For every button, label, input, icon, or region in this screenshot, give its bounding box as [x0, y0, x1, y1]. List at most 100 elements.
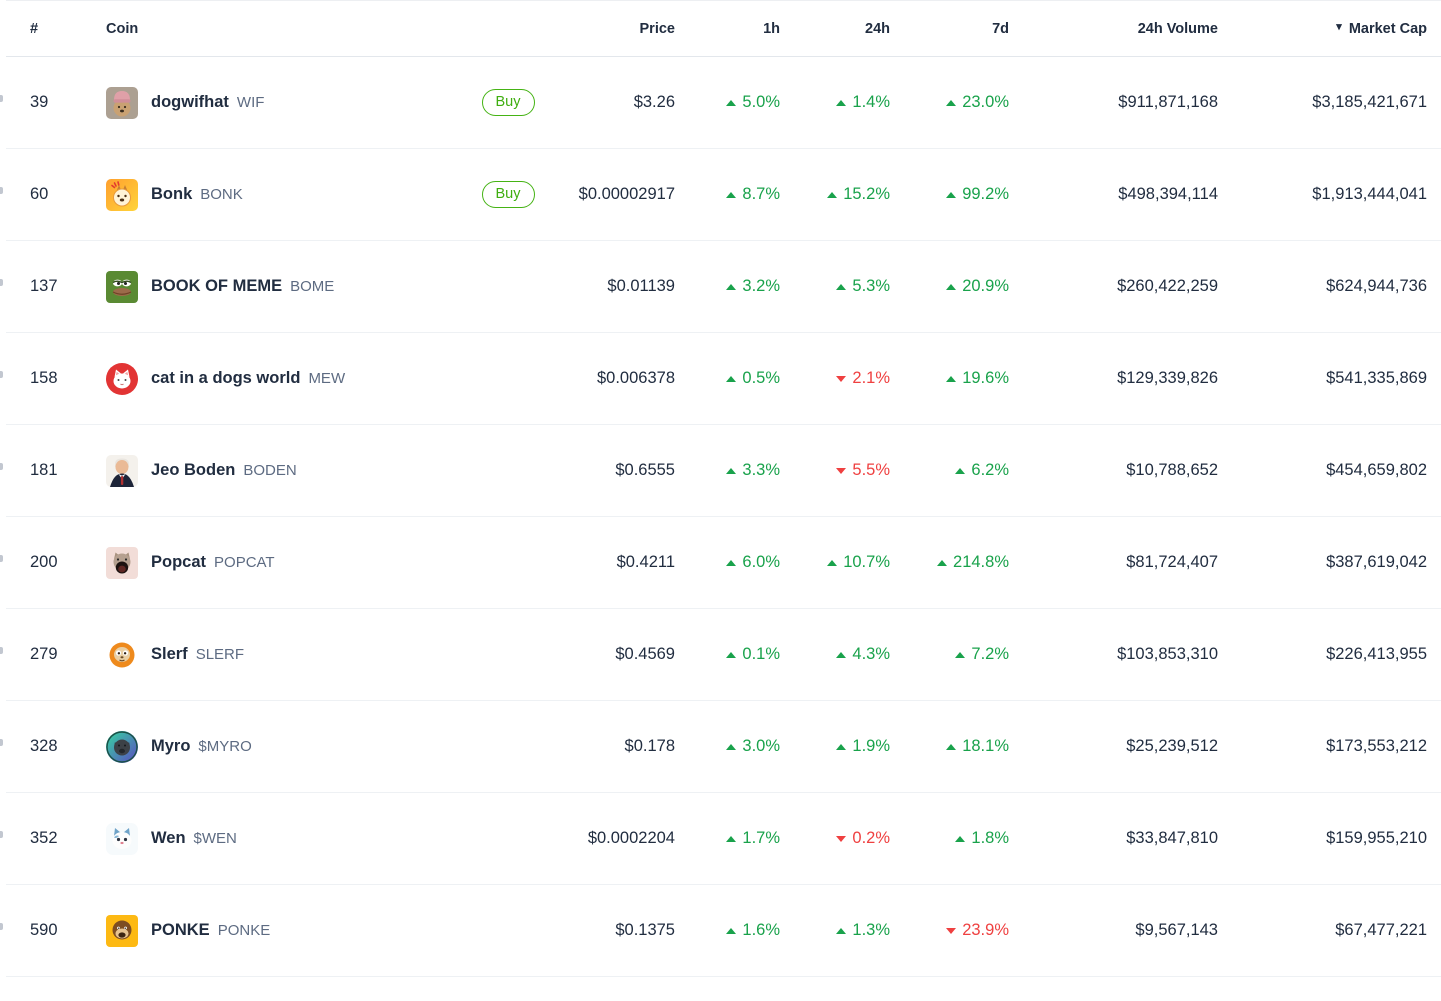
change-1h: 5.0%: [690, 93, 795, 112]
change-1h: 3.2%: [690, 277, 795, 296]
coin-name: Myro: [151, 737, 191, 755]
table-row[interactable]: 137 BOOK OF MEME BOME $0.01139 3.2% 5.3% …: [0, 241, 1441, 333]
up-arrow-icon: [827, 559, 838, 566]
table-row[interactable]: 590 PONKE PONKE $0.1375 1.6% 1.3% 23.9% $…: [0, 885, 1441, 977]
change-7d: 23.0%: [905, 93, 1024, 112]
market-cap: $226,413,955: [1326, 645, 1427, 663]
up-arrow-icon: [726, 835, 737, 842]
coin-rank: 137: [30, 277, 58, 295]
up-arrow-icon: [726, 743, 737, 750]
coin-cell[interactable]: Popcat POPCAT: [76, 546, 446, 579]
table-row[interactable]: 279 Slerf SLERF $0.4569 0.1% 4.3% 7.2% $1…: [0, 609, 1441, 701]
coin-symbol: MEW: [308, 370, 346, 387]
favorite-star-icon[interactable]: [0, 370, 3, 378]
coin-rank: 181: [30, 461, 58, 479]
change-24h: 2.1%: [795, 369, 905, 388]
coin-rank: 39: [30, 93, 49, 111]
coin-price: $3.26: [633, 93, 675, 111]
favorite-star-icon[interactable]: [0, 922, 3, 930]
coin-cell[interactable]: Bonk BONK: [76, 178, 446, 211]
coin-name: dogwifhat: [151, 93, 229, 111]
up-arrow-icon: [827, 191, 838, 198]
header-24h[interactable]: 24h: [865, 20, 890, 37]
up-arrow-icon: [726, 99, 737, 106]
favorite-star-icon[interactable]: [0, 94, 3, 102]
header-price[interactable]: Price: [639, 20, 675, 37]
change-7d: 99.2%: [905, 185, 1024, 204]
table-row[interactable]: 60 Bonk BONK Buy $0.00002917 8.7% 15.2% 9…: [0, 149, 1441, 241]
up-arrow-icon: [946, 375, 957, 382]
table-header: # Coin Price 1h 24h 7d 24h Volume ▾ Mark…: [6, 0, 1441, 57]
coin-cell[interactable]: PONKE PONKE: [76, 914, 446, 947]
coin-cell[interactable]: cat in a dogs world MEW: [76, 362, 446, 395]
change-1h: 6.0%: [690, 553, 795, 572]
header-coin[interactable]: Coin: [106, 20, 139, 37]
change-7d: 19.6%: [905, 369, 1024, 388]
favorite-star-icon[interactable]: [0, 278, 3, 286]
down-arrow-icon: [946, 927, 957, 934]
book-of-meme-logo-icon: [106, 270, 138, 303]
market-cap: $387,619,042: [1326, 553, 1427, 571]
header-1h[interactable]: 1h: [763, 20, 780, 37]
table-row[interactable]: 39 dogwifhat WIF Buy $3.26 5.0% 1.4% 23.0…: [0, 57, 1441, 149]
table-row[interactable]: 158 cat in a dogs world MEW $0.006378 0.5…: [0, 333, 1441, 425]
coin-symbol: SLERF: [195, 646, 245, 663]
change-7d: 214.8%: [905, 553, 1024, 572]
buy-button[interactable]: Buy: [481, 89, 535, 116]
up-arrow-icon: [726, 283, 737, 290]
change-24h: 1.9%: [795, 737, 905, 756]
change-1h: 8.7%: [690, 185, 795, 204]
change-24h: 5.5%: [795, 461, 905, 480]
favorite-star-icon[interactable]: [0, 738, 3, 746]
favorite-star-icon[interactable]: [0, 462, 3, 470]
coin-price: $0.00002917: [578, 185, 675, 203]
coin-cell[interactable]: Wen $WEN: [76, 822, 446, 855]
favorite-star-icon[interactable]: [0, 646, 3, 654]
down-arrow-icon: [836, 375, 847, 382]
volume-24h: $911,871,168: [1118, 93, 1218, 111]
table-row[interactable]: 328 Myro $MYRO $0.178 3.0% 1.9% 18.1% $25…: [0, 701, 1441, 793]
table-row[interactable]: 200 Popcat POPCAT $0.4211 6.0% 10.7% 214.…: [0, 517, 1441, 609]
coin-name: Bonk: [151, 185, 193, 203]
coin-cell[interactable]: Myro $MYRO: [76, 730, 446, 763]
favorite-star-icon[interactable]: [0, 186, 3, 194]
bonk-logo-icon: [106, 178, 138, 211]
change-7d: 18.1%: [905, 737, 1024, 756]
favorite-star-icon[interactable]: [0, 830, 3, 838]
popcat-logo-icon: [106, 546, 138, 579]
up-arrow-icon: [946, 743, 957, 750]
header-7d[interactable]: 7d: [992, 20, 1009, 37]
market-cap: $541,335,869: [1326, 369, 1427, 387]
coin-name: Popcat: [151, 553, 207, 571]
up-arrow-icon: [955, 467, 966, 474]
volume-24h: $33,847,810: [1126, 829, 1218, 847]
up-arrow-icon: [946, 191, 957, 198]
coin-symbol: PONKE: [217, 922, 271, 939]
coin-cell[interactable]: BOOK OF MEME BOME: [76, 270, 446, 303]
table-row[interactable]: 352 Wen $WEN $0.0002204 1.7% 0.2% 1.8% $3…: [0, 793, 1441, 885]
coin-cell[interactable]: Jeo Boden BODEN: [76, 454, 446, 487]
up-arrow-icon: [955, 835, 966, 842]
jeo-boden-logo-icon: [106, 454, 138, 487]
up-arrow-icon: [726, 559, 737, 566]
coin-name: Jeo Boden: [151, 461, 236, 479]
change-1h: 3.3%: [690, 461, 795, 480]
volume-24h: $81,724,407: [1126, 553, 1218, 571]
coin-rank: 328: [30, 737, 58, 755]
change-24h: 15.2%: [795, 185, 905, 204]
favorite-star-icon[interactable]: [0, 554, 3, 562]
coin-price: $0.4569: [615, 645, 675, 663]
change-7d: 20.9%: [905, 277, 1024, 296]
coin-cell[interactable]: dogwifhat WIF: [76, 86, 446, 119]
coin-rank: 60: [30, 185, 49, 203]
buy-button[interactable]: Buy: [481, 181, 535, 208]
coin-price: $0.178: [624, 737, 675, 755]
coin-rank: 200: [30, 553, 58, 571]
up-arrow-icon: [726, 927, 737, 934]
coin-cell[interactable]: Slerf SLERF: [76, 638, 446, 671]
header-24h-volume[interactable]: 24h Volume: [1137, 20, 1218, 37]
coin-symbol: $WEN: [193, 830, 237, 847]
table-row[interactable]: 181 Jeo Boden BODEN $0.6555 3.3% 5.5% 6.2…: [0, 425, 1441, 517]
header-market-cap[interactable]: ▾ Market Cap: [1336, 20, 1427, 37]
header-rank[interactable]: #: [30, 20, 39, 37]
